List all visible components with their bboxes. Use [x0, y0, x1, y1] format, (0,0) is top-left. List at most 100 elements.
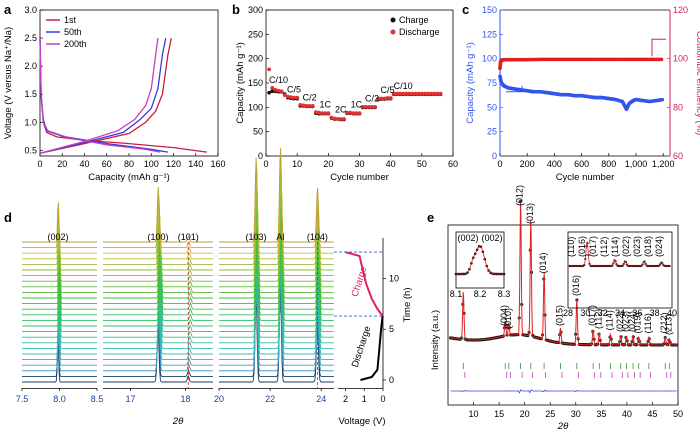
- rate-annotation: C/2: [303, 93, 317, 103]
- y-axis-label: Voltage (V versus Na⁺/Na): [3, 27, 14, 139]
- y-axis-label: Intensity (a.u.): [430, 310, 441, 370]
- data-point-discharge: [423, 91, 427, 96]
- charge-curve: [345, 251, 384, 317]
- y-tick-label: 0.5: [24, 145, 37, 155]
- data-point-discharge: [395, 91, 399, 96]
- xrd-pattern-scan: [219, 230, 334, 327]
- xrd-pattern-scan: [219, 236, 334, 333]
- observed-point: [575, 298, 579, 302]
- peak-label: (213): [663, 314, 673, 335]
- peak-label: Al: [276, 232, 284, 242]
- xrd-pattern-scan: [103, 255, 213, 310]
- x-tick-label: 400: [547, 159, 562, 169]
- x-tick-label: 140: [188, 159, 203, 169]
- peak-label: (015): [554, 305, 564, 326]
- inset2-peak-label: (022): [621, 236, 631, 257]
- xrd-pattern-scan: [103, 226, 213, 282]
- peak-label: (010): [503, 308, 513, 329]
- data-point-discharge: [366, 104, 371, 109]
- inset1-tick-label: 8.2: [474, 289, 487, 299]
- xrd-pattern-scan: [103, 250, 213, 305]
- data-point-discharge: [376, 96, 381, 101]
- data-point-discharge: [329, 115, 334, 120]
- peak-label: (024): [627, 311, 637, 332]
- x-tick-label: 600: [574, 159, 589, 169]
- data-point-discharge: [429, 91, 434, 96]
- inset1-peak-label: (002): [457, 233, 478, 243]
- data-point-discharge: [279, 89, 284, 94]
- xrd-pattern-scan: [22, 271, 97, 310]
- xrd-pattern-scan: [219, 214, 334, 310]
- plot-frame: [447, 224, 679, 406]
- xrd-pattern-scan: [22, 202, 97, 243]
- xrd-pattern-scan: [219, 186, 334, 282]
- y2-tick-label: 100: [673, 54, 688, 64]
- x-tick-label: 20: [214, 394, 224, 404]
- panel-b-rate-capability: 0 10 20 30 40 50 60 0 50 100 150 200 250 300 Cycle num…: [235, 5, 458, 183]
- x-axis-label: 2θ: [557, 421, 569, 432]
- data-point-discharge: [391, 91, 396, 96]
- data-point-discharge: [404, 91, 409, 96]
- x-tick-label: 80: [124, 159, 134, 169]
- data-point-discharge: [273, 87, 278, 92]
- inset2-peak-label: (110): [566, 237, 576, 257]
- x-tick-label: 50: [673, 409, 683, 419]
- peak-label: (022): [615, 311, 625, 332]
- legend-label: 1st: [64, 15, 77, 25]
- x-tick-label: 15: [494, 409, 504, 419]
- y-tick-label: 50: [487, 102, 497, 112]
- rate-annotation: C/10: [269, 75, 288, 85]
- panel-letter-a: a: [4, 2, 12, 17]
- panel-d-in-situ-xrd: 7.5 8.0 8.5(002)17 18(100) (101)20 22 24(103) A…: [16, 147, 413, 427]
- data-point-discharge: [342, 117, 346, 121]
- x-tick-label: 1: [362, 394, 367, 404]
- data-point-discharge: [304, 103, 309, 108]
- peak-label: (116): [643, 313, 653, 333]
- inset1-peak-label: (002): [481, 233, 502, 243]
- data-point-discharge: [295, 95, 300, 100]
- panel-letter-b: b: [232, 2, 240, 17]
- x-tick-label: 120: [166, 159, 181, 169]
- rate-annotation: C/5: [287, 85, 301, 95]
- y-tick-label: 200: [248, 54, 263, 64]
- inset2-tick-label: 34: [615, 308, 625, 318]
- y-axis-label: Capacity (mAh g⁻¹): [465, 42, 476, 124]
- inset2-peak-label: (016): [577, 236, 587, 257]
- y-tick-label: 75: [487, 78, 497, 88]
- y-tick-label: 50: [253, 127, 263, 137]
- x-tick-label: 40: [622, 409, 632, 419]
- data-point-discharge: [398, 91, 402, 96]
- y-tick-label: 300: [248, 5, 263, 15]
- data-point-discharge: [310, 103, 315, 108]
- xrd-pattern-scan: [219, 257, 334, 349]
- x-tick-label: 8.5: [91, 394, 104, 404]
- rate-annotation: 2C: [335, 105, 347, 115]
- data-point-discharge: [282, 93, 287, 98]
- data-point-discharge: [320, 111, 324, 116]
- peak-label: (014): [538, 252, 548, 273]
- legend-label: 200th: [64, 39, 87, 49]
- xrd-pattern-scan: [219, 270, 334, 366]
- data-point-discharge: [413, 91, 418, 96]
- xrd-pattern-scan: [103, 267, 213, 321]
- difference-curve: [450, 389, 677, 394]
- y-tick-label: 25: [487, 127, 497, 137]
- data-point-discharge: [432, 91, 437, 96]
- time-axis-label: Time (h): [402, 287, 413, 322]
- data-point-discharge: [435, 91, 440, 96]
- data-point-discharge: [410, 91, 415, 96]
- peak-label: (023): [620, 311, 630, 332]
- x-tick-label: 100: [144, 159, 159, 169]
- data-point-left: [660, 97, 665, 102]
- xrd-pattern-scan: [22, 336, 97, 377]
- inset2-tick-label: 38: [650, 308, 660, 318]
- x-tick-label: 25: [545, 409, 555, 419]
- rate-annotation: C/10: [394, 81, 413, 91]
- data-point-discharge: [407, 91, 412, 96]
- panel-letter-e: e: [427, 210, 434, 225]
- xrd-pattern-scan: [219, 225, 334, 321]
- rate-annotation: 1C: [319, 99, 331, 109]
- peak-label: (017): [587, 305, 597, 326]
- calculated-profile: [450, 201, 677, 346]
